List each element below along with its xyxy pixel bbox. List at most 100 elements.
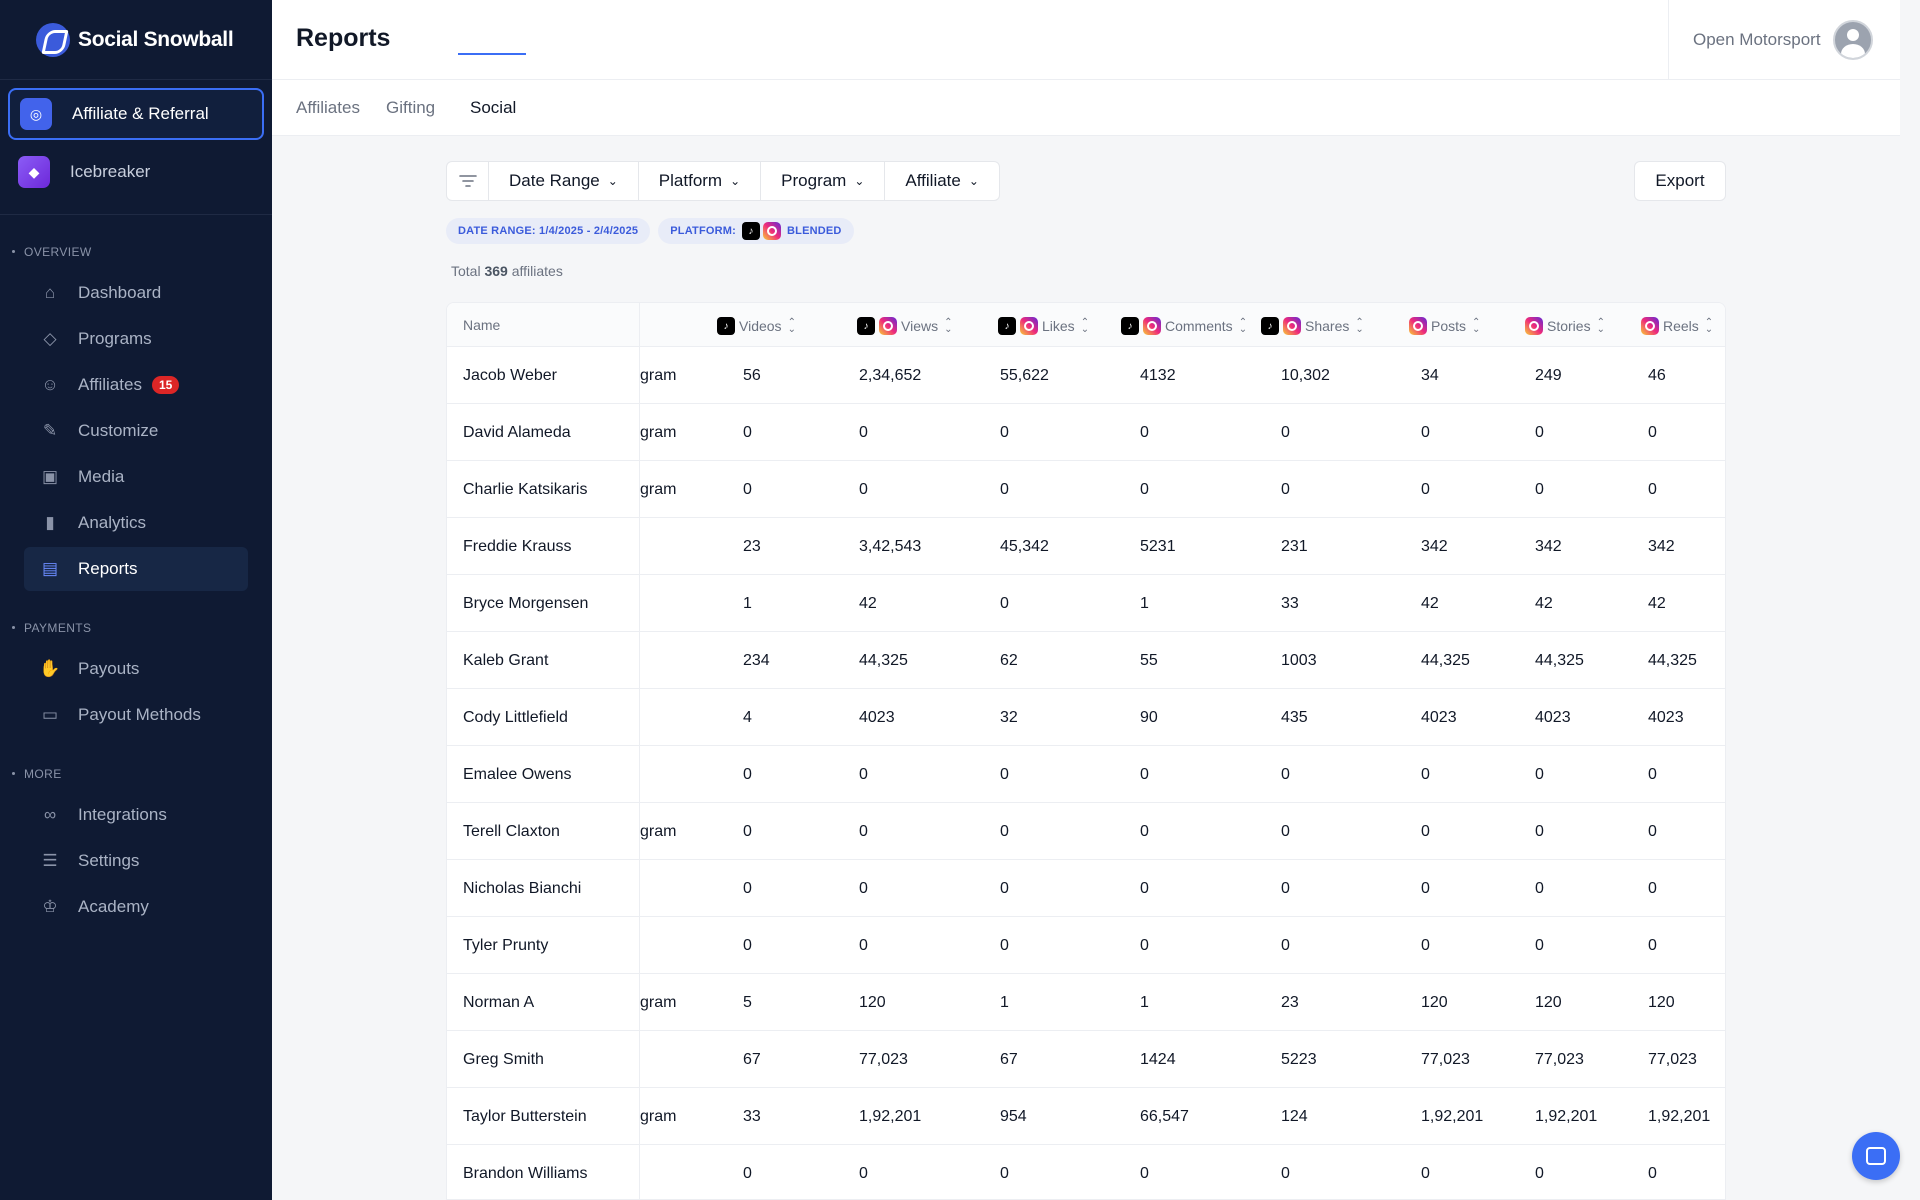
metric-videos: 67: [743, 1051, 761, 1068]
tab-gifting[interactable]: Gifting: [386, 98, 436, 117]
sort-icon[interactable]: ⌃ ⌄: [1596, 317, 1605, 335]
table-row[interactable]: Jacob Weber gram 56 2,34,652 55,622 4132 10,30…: [447, 347, 1725, 404]
sidebar-item-analytics[interactable]: ▮ Analytics: [24, 501, 248, 545]
metric-stories: 0: [1535, 937, 1544, 954]
affiliate-filter[interactable]: Affiliate ⌄: [905, 171, 979, 190]
app-switcher: ◎ Affiliate & Referral ◆ Icebreaker: [0, 80, 272, 215]
export-button[interactable]: Export: [1634, 161, 1726, 201]
table-row[interactable]: Nicholas Bianchi 0 0 0 0 0 0 0 0: [447, 860, 1725, 917]
table-row[interactable]: Brandon Williams 0 0 0 0 0 0 0 0: [447, 1145, 1725, 1199]
metric-videos: 234: [743, 652, 770, 669]
sidebar-item-dashboard[interactable]: ⌂ Dashboard: [24, 271, 248, 315]
sort-icon[interactable]: ⌃ ⌄: [1704, 317, 1714, 335]
sidebar-item-affiliates[interactable]: ☺ Affiliates 15: [24, 363, 248, 407]
affiliate-name[interactable]: Emalee Owens: [463, 766, 572, 783]
table-row[interactable]: Norman A gram 5 120 1 1 23 120 120 120: [447, 974, 1725, 1031]
affiliate-name[interactable]: Taylor Butterstein: [463, 1108, 587, 1125]
column-header-videos[interactable]: ♪ Videos ⌃ ⌄: [717, 317, 796, 335]
sidebar-item-payout-methods[interactable]: ▭ Payout Methods: [24, 693, 248, 737]
column-header-name: Name: [463, 317, 501, 333]
affiliate-name[interactable]: Jacob Weber: [463, 367, 557, 384]
platform-chip[interactable]: PLATFORM: ♪ BLENDED: [658, 218, 854, 244]
sort-icon[interactable]: ⌃ ⌄: [1355, 317, 1364, 335]
metric-views: 3,42,543: [859, 538, 922, 555]
metric-videos: 23: [743, 538, 761, 555]
affiliate-name[interactable]: Charlie Katsikaris: [463, 481, 588, 498]
metric-reels: 342: [1648, 538, 1675, 555]
metric-videos: 33: [743, 1108, 761, 1125]
column-header-posts[interactable]: Posts ⌃ ⌄: [1409, 317, 1480, 335]
table-row[interactable]: Taylor Butterstein gram 33 1,92,201 954 66,54…: [447, 1088, 1725, 1145]
app-affiliate-referral[interactable]: ◎ Affiliate & Referral: [8, 88, 264, 140]
table-row[interactable]: Charlie Katsikaris gram 0 0 0 0 0 0 0 0: [447, 461, 1725, 518]
link-icon: ∞: [43, 805, 57, 824]
program-filter[interactable]: Program ⌄: [761, 162, 886, 200]
table-row[interactable]: Cody Littlefield 4 4023 32 90 435 4023 4023 4023: [447, 689, 1725, 746]
table-row[interactable]: David Alameda gram 0 0 0 0 0 0 0 0: [447, 404, 1725, 461]
metric-shares: 0: [1281, 880, 1290, 897]
table-row[interactable]: Freddie Krauss 23 3,42,543 45,342 5231 231 342…: [447, 518, 1725, 575]
affiliate-name[interactable]: Tyler Prunty: [463, 937, 549, 954]
table-row[interactable]: Emalee Owens 0 0 0 0 0 0 0 0: [447, 746, 1725, 803]
chevron-down-icon: ⌄: [730, 174, 741, 188]
date-range-chip[interactable]: DATE RANGE: 1/4/2025 - 2/4/2025: [446, 218, 651, 244]
sidebar-item-integrations[interactable]: ∞ Integrations: [24, 793, 248, 837]
metric-posts: 77,023: [1421, 1051, 1470, 1068]
affiliate-name[interactable]: Freddie Krauss: [463, 538, 572, 555]
column-header-reels[interactable]: Reels ⌃ ⌄: [1641, 317, 1713, 335]
affiliate-name[interactable]: Terell Claxton: [463, 823, 560, 840]
table-row[interactable]: Terell Claxton gram 0 0 0 0 0 0 0 0: [447, 803, 1725, 860]
affiliate-name[interactable]: Brandon Williams: [463, 1165, 588, 1182]
affiliate-name[interactable]: Cody Littlefield: [463, 709, 568, 726]
metric-views: 42: [859, 595, 877, 612]
affiliate-name[interactable]: Bryce Morgensen: [463, 595, 589, 612]
metric-stories: 0: [1535, 880, 1544, 897]
table-row[interactable]: Bryce Morgensen 1 42 0 1 33 42 42 42: [447, 575, 1725, 632]
total-affiliates: Total 369 affiliates: [451, 263, 563, 279]
filter-icon[interactable]: [447, 162, 489, 200]
brand[interactable]: Social Snowball: [0, 0, 272, 80]
affiliate-name[interactable]: Greg Smith: [463, 1051, 544, 1068]
date-range-filter[interactable]: Date Range ⌄: [489, 162, 639, 200]
account-menu[interactable]: Open Motorsport: [1668, 0, 1900, 80]
chat-support-button[interactable]: [1852, 1132, 1900, 1180]
metric-likes: 954: [1000, 1108, 1027, 1125]
column-header-views[interactable]: ♪ Views ⌃ ⌄: [857, 317, 952, 335]
platform-filter[interactable]: Platform ⌄: [639, 162, 762, 200]
sort-icon[interactable]: ⌃ ⌄: [944, 317, 953, 335]
sort-icon[interactable]: ⌃ ⌄: [1238, 317, 1248, 335]
sidebar-item-payouts[interactable]: ✋ Payouts: [24, 647, 248, 691]
sort-icon[interactable]: ⌃ ⌄: [1080, 317, 1090, 335]
sidebar-item-settings[interactable]: ☰ Settings: [24, 839, 248, 883]
tab-social[interactable]: Social: [470, 98, 517, 117]
metric-reels: 4023: [1648, 709, 1684, 726]
metric-views: 4023: [859, 709, 895, 726]
table-row[interactable]: Kaleb Grant 234 44,325 62 55 1003 44,325 44,325…: [447, 632, 1725, 689]
app-icebreaker[interactable]: ◆ Icebreaker: [8, 146, 264, 198]
chevron-down-icon: ⌄: [607, 174, 618, 188]
table-row[interactable]: Greg Smith 67 77,023 67 1424 5223 77,023 77,023…: [447, 1031, 1725, 1088]
sidebar-item-reports[interactable]: ▤ Reports: [24, 547, 248, 591]
affiliate-name[interactable]: David Alameda: [463, 424, 571, 441]
table-row[interactable]: Tyler Prunty 0 0 0 0 0 0 0 0: [447, 917, 1725, 974]
metric-shares: 124: [1281, 1108, 1308, 1125]
sort-icon[interactable]: ⌃ ⌄: [1472, 317, 1481, 335]
affiliate-name[interactable]: Kaleb Grant: [463, 652, 549, 669]
metric-reels: 42: [1648, 595, 1666, 612]
column-header-likes[interactable]: ♪ Likes ⌃ ⌄: [998, 317, 1089, 335]
sidebar-item-customize[interactable]: ✎ Customize: [24, 409, 248, 453]
metric-comments: 66,547: [1140, 1108, 1189, 1125]
column-header-stories[interactable]: Stories ⌃ ⌄: [1525, 317, 1605, 335]
sidebar-item-media[interactable]: ▣ Media: [24, 455, 248, 499]
column-header-comments[interactable]: ♪ Comments ⌃ ⌄: [1121, 317, 1247, 335]
sidebar-item-programs[interactable]: ◇ Programs: [24, 317, 248, 361]
metric-posts: 342: [1421, 538, 1448, 555]
sidebar-item-academy[interactable]: ♔ Academy: [24, 885, 248, 929]
metric-comments: 0: [1140, 481, 1149, 498]
metric-likes: 67: [1000, 1051, 1018, 1068]
tab-affiliates[interactable]: Affiliates: [296, 98, 360, 117]
column-header-shares[interactable]: ♪ Shares ⌃ ⌄: [1261, 317, 1364, 335]
affiliate-name[interactable]: Nicholas Bianchi: [463, 880, 582, 897]
affiliate-name[interactable]: Norman A: [463, 994, 535, 1011]
sort-icon[interactable]: ⌃ ⌄: [787, 317, 796, 335]
